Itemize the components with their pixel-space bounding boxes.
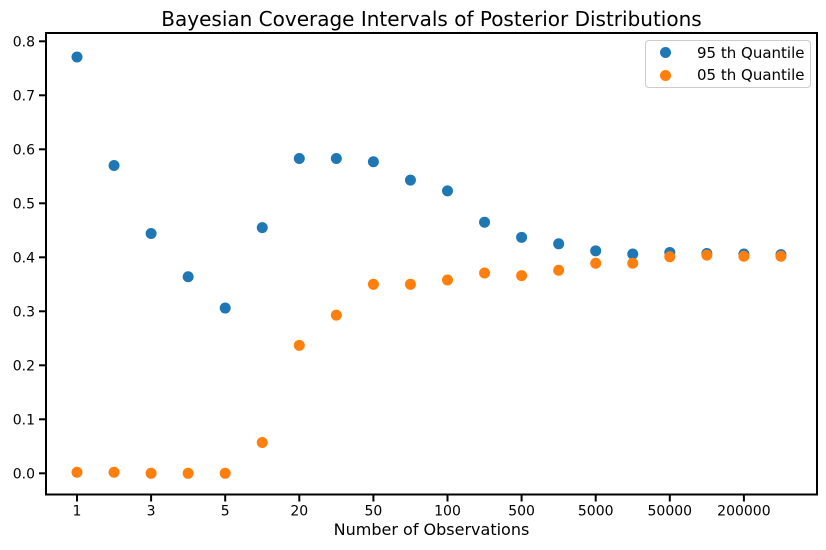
y-tick-label: 0.0 [13,466,35,482]
y-tick-label: 0.8 [13,34,35,50]
data-point-05th [738,250,750,262]
data-point-95th [367,156,379,168]
x-tick-label: 50000 [648,504,693,520]
data-point-05th [701,249,713,261]
y-tick-label: 0.4 [13,250,35,266]
data-point-05th [590,257,602,269]
x-tick-label: 200000 [717,504,770,520]
data-point-95th [442,185,453,197]
legend-label-95th: 95 th Quantile [697,43,805,62]
data-point-95th [256,222,268,234]
y-tick-label: 0.7 [13,88,35,104]
data-point-05th [330,309,342,321]
axes-frame [45,32,818,496]
data-point-05th [108,466,120,478]
legend-label-05th: 05 th Quantile [697,66,805,85]
x-tick-label: 50 [364,504,382,520]
legend-marker-05th-icon [660,69,671,81]
legend-marker-95th-icon [660,47,671,59]
data-point-05th [442,274,453,286]
data-point-05th [479,267,491,279]
legend-item-95th-quantile: 95 th Quantile [646,42,810,63]
data-point-95th [219,302,231,314]
x-axis-label: Number of Observations [333,520,530,539]
x-tick-label: 3 [147,504,156,520]
data-point-05th [219,467,231,479]
data-point-05th [516,270,528,282]
y-tick-label: 0.2 [13,358,35,374]
data-point-05th [293,339,305,351]
data-point-05th [664,251,676,263]
legend: 95 th Quantile 05 th Quantile [645,40,811,88]
legend-item-05th-quantile: 05 th Quantile [646,65,810,86]
x-tick-label: 500 [508,504,535,520]
data-point-05th [71,466,83,478]
y-tick-label: 0.5 [13,196,35,212]
data-point-95th [108,160,120,171]
x-tick-label: 5 [221,504,230,520]
chart-title: Bayesian Coverage Intervals of Posterior… [161,7,702,31]
data-point-05th [404,278,416,290]
data-point-95th [516,231,528,243]
data-point-95th [627,248,639,260]
data-point-95th [479,216,491,228]
data-point-95th [553,238,565,250]
data-point-95th [182,271,194,283]
data-point-05th [627,257,639,269]
data-point-05th [182,467,194,479]
data-point-05th [775,250,787,262]
x-tick-label: 1 [73,504,82,520]
y-tick-label: 0.6 [13,142,35,158]
data-point-95th [590,245,602,257]
data-point-05th [367,278,379,290]
data-point-95th [404,174,416,186]
x-tick-label: 100 [434,504,461,520]
y-tick-label: 0.1 [13,412,35,428]
x-tick-label: 5000 [578,504,614,520]
data-point-05th [256,437,268,449]
data-point-05th [553,264,565,276]
data-point-05th [145,467,157,479]
y-tick-label: 0.3 [13,304,35,320]
data-point-95th [71,51,83,63]
data-point-95th [145,228,157,240]
x-tick-label: 20 [290,504,308,520]
data-point-95th [293,152,305,164]
data-point-95th [330,152,342,164]
